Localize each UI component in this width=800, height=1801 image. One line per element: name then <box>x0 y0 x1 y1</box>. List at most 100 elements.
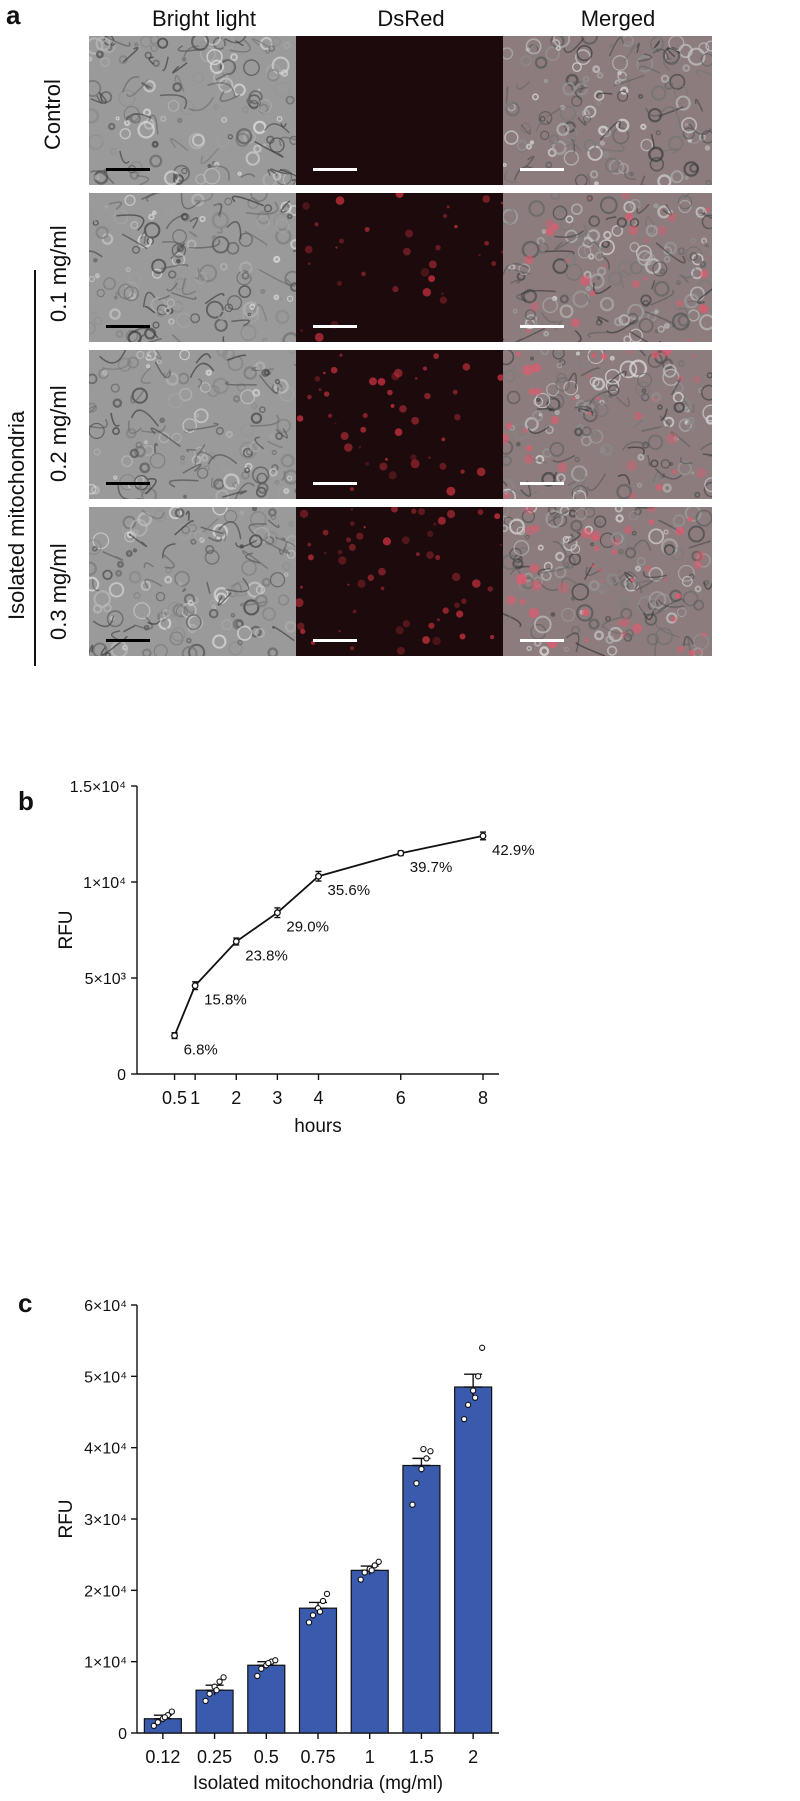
dsred-spot <box>296 415 304 422</box>
cell-outline <box>620 607 633 620</box>
cell-outline <box>539 116 546 122</box>
cell-outline <box>93 257 98 263</box>
dsred-spot <box>335 246 338 249</box>
cell-edge <box>587 331 609 339</box>
scale-bar <box>520 325 564 328</box>
panel-b-letter: b <box>18 786 34 816</box>
cell-edge <box>204 293 225 305</box>
column-header-merged: Merged <box>580 6 656 31</box>
cell-outline <box>167 601 183 618</box>
cell-outline <box>134 445 146 458</box>
cell-outline <box>677 360 685 367</box>
cell-outline <box>503 507 510 516</box>
cell-edge <box>552 454 576 463</box>
cell-outline <box>176 523 193 540</box>
cell-outline <box>703 579 710 586</box>
dsred-spot <box>500 201 504 205</box>
replicate-point <box>464 1401 472 1409</box>
cell-outline <box>119 127 131 140</box>
cell-edge <box>148 56 155 65</box>
dsred-spot <box>476 467 486 477</box>
cell-edge <box>230 582 242 593</box>
cell-edge <box>597 316 609 324</box>
dsred-spot <box>446 486 456 496</box>
cell-edge <box>652 48 670 60</box>
cell-edge <box>144 578 163 589</box>
cell-outline <box>596 276 601 280</box>
cell-outline <box>283 41 291 50</box>
merged-red-spot <box>590 564 595 568</box>
cell-edge <box>254 140 284 158</box>
cell-outline <box>660 459 671 469</box>
dsred-spot <box>482 195 491 203</box>
cell-outline <box>623 201 636 214</box>
cell-outline <box>691 471 695 475</box>
replicate-point <box>265 1659 272 1667</box>
data-point <box>397 849 405 857</box>
dsred-spot <box>415 552 420 557</box>
cell-outline <box>562 82 576 96</box>
cell-outline <box>676 280 682 286</box>
cell-edge <box>586 173 591 185</box>
merged-red-spot <box>589 290 596 297</box>
cell-outline <box>139 462 151 474</box>
cell-outline <box>663 246 672 255</box>
cell-edge <box>224 381 257 386</box>
cell-edge <box>575 86 588 101</box>
cell-outline <box>687 47 706 66</box>
cell-outline <box>605 635 615 644</box>
cell-outline <box>266 68 280 82</box>
cell-edge <box>520 124 531 135</box>
micrograph-merged-0-1-mg-ml <box>503 193 712 342</box>
dsred-spot <box>296 598 304 608</box>
dsred-spot <box>494 513 501 520</box>
cell-edge <box>189 230 198 238</box>
cell-outline <box>245 151 261 166</box>
cell-outline <box>545 46 560 62</box>
cell-outline <box>700 237 708 244</box>
merged-red-spot <box>677 645 684 653</box>
point-label: 29.0% <box>286 919 329 936</box>
dsred-spot <box>414 377 418 380</box>
cell-edge <box>503 613 522 628</box>
cell-outline <box>590 429 599 438</box>
cell-edge <box>619 571 643 594</box>
micrograph-bright-light-0-3-mg-ml <box>89 507 298 656</box>
merged-red-spot <box>675 592 682 599</box>
cell-outline <box>659 268 666 275</box>
point-label: 6.8% <box>184 1042 218 1059</box>
cell-outline <box>174 570 190 587</box>
cell-outline <box>682 127 695 140</box>
cell-outline <box>89 483 97 495</box>
cell-outline <box>212 36 226 50</box>
dsred-spot <box>299 509 309 519</box>
merged-red-spot <box>611 537 621 547</box>
cell-edge <box>186 448 197 453</box>
cell-outline <box>641 388 647 394</box>
cell-outline <box>168 507 183 520</box>
cell-outline <box>597 584 608 594</box>
cell-outline <box>100 57 110 68</box>
cell-outline <box>693 599 705 611</box>
cell-outline <box>653 280 670 297</box>
merged-red-spot <box>524 454 534 465</box>
cell-outline <box>220 116 228 124</box>
cell-outline <box>152 321 160 329</box>
cell-edge <box>608 36 624 57</box>
cell-outline <box>634 565 642 572</box>
cell-outline <box>158 616 172 630</box>
cell-edge <box>165 213 186 230</box>
cell-outline <box>561 365 571 374</box>
x-tick-label: 6 <box>396 1088 406 1108</box>
cell-outline <box>681 575 693 587</box>
cell-outline <box>559 304 574 319</box>
cell-outline <box>570 519 583 532</box>
cell-outline <box>525 507 538 513</box>
merged-red-spot <box>693 375 701 384</box>
cell-outline <box>240 389 256 405</box>
cell-outline <box>540 350 550 356</box>
cell-edge <box>611 577 618 586</box>
cell-edge <box>126 79 149 97</box>
cell-outline <box>611 193 621 201</box>
cell-edge <box>508 268 531 275</box>
